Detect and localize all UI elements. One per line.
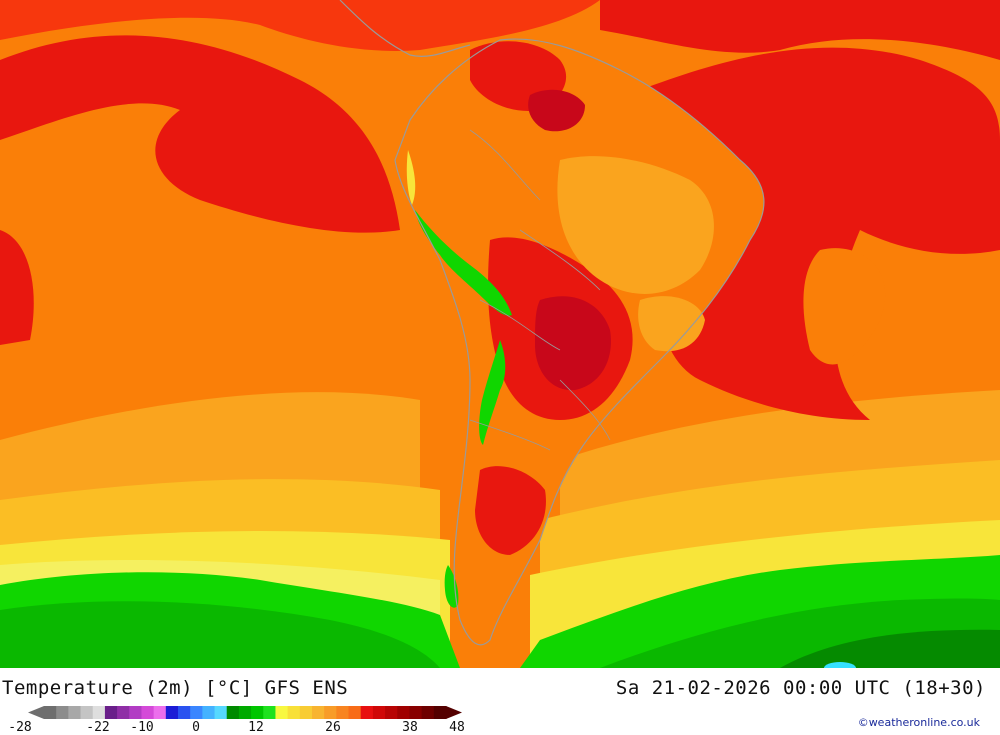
legend-swatch (409, 706, 423, 719)
legend-tick: 48 (449, 720, 465, 735)
legend-swatch (129, 706, 142, 719)
hot-zone-mid-atlantic (803, 248, 886, 365)
land-very-hot-core (535, 296, 611, 391)
legend-swatch (433, 706, 447, 719)
legend-swatch (251, 706, 264, 719)
legend-swatch (385, 706, 398, 719)
coastline (394, 38, 765, 646)
legend-swatch (348, 706, 362, 719)
hot-zone-pacific-north (0, 35, 400, 233)
legend-tick: 38 (402, 720, 418, 735)
legend-swatch (214, 706, 228, 719)
legend-arrow-right (446, 706, 462, 719)
hot-zone-atlantic (640, 47, 1000, 420)
legend-tick: -28 (8, 720, 32, 735)
legend-swatch (117, 706, 130, 719)
legend-swatch (275, 706, 289, 719)
legend-arrow-left (28, 706, 44, 719)
map-datetime: Sa 21-02-2026 00:00 UTC (18+30) (615, 677, 986, 699)
legend-swatch (324, 706, 337, 719)
land-light-east (638, 296, 705, 352)
country-borders (469, 129, 611, 451)
legend-tick: 0 (192, 720, 200, 735)
andes-green-south (479, 340, 506, 445)
footer-bar (0, 668, 1000, 733)
cold-patch (824, 662, 856, 668)
legend-swatch (80, 706, 94, 719)
andes-yellow-edge (406, 150, 416, 205)
legend-swatch (238, 706, 252, 719)
legend-swatch (68, 706, 82, 719)
legend-swatch (92, 706, 106, 719)
legend-swatch (202, 706, 216, 719)
legend-swatch (190, 706, 203, 719)
legend-swatch (165, 706, 179, 719)
legend-swatch (336, 706, 350, 719)
band-green-west-dark (0, 601, 440, 668)
legend-swatch (56, 706, 69, 719)
legend-swatch (178, 706, 191, 719)
legend-swatch (44, 706, 57, 719)
patagonia-green (444, 565, 459, 608)
legend-swatch (299, 706, 313, 719)
land-hot-argentina (475, 466, 546, 555)
legend-swatch (287, 706, 301, 719)
legend-swatch (263, 706, 276, 719)
legend-swatch (421, 706, 435, 719)
legend-swatch (153, 706, 167, 719)
legend-swatch (397, 706, 410, 719)
land-hot-venezuela (528, 89, 585, 132)
band-green-east-darkest (780, 629, 1000, 668)
legend-tick: 12 (248, 720, 264, 735)
land-light-interior (557, 156, 714, 294)
central-america-coast (339, 0, 471, 57)
hot-zone-atlantic-north (600, 0, 1000, 60)
legend-swatch (360, 706, 374, 719)
andes-green-north (415, 210, 512, 316)
legend-swatch (104, 706, 118, 719)
legend-tick: 26 (325, 720, 341, 735)
legend-swatch (141, 706, 155, 719)
hot-zone-north-top (0, 0, 600, 51)
legend-swatch (226, 706, 240, 719)
credit-link[interactable]: ©weatheronline.co.uk (857, 716, 980, 729)
legend-swatch (372, 706, 386, 719)
color-legend (28, 706, 462, 719)
temperature-map (0, 0, 1000, 668)
legend-swatch (312, 706, 325, 719)
legend-tick: -22 (86, 720, 110, 735)
hot-zone-pacific-west (0, 230, 34, 345)
legend-tick: -10 (130, 720, 154, 735)
map-title: Temperature (2m) [°C] GFS ENS (2, 677, 349, 699)
